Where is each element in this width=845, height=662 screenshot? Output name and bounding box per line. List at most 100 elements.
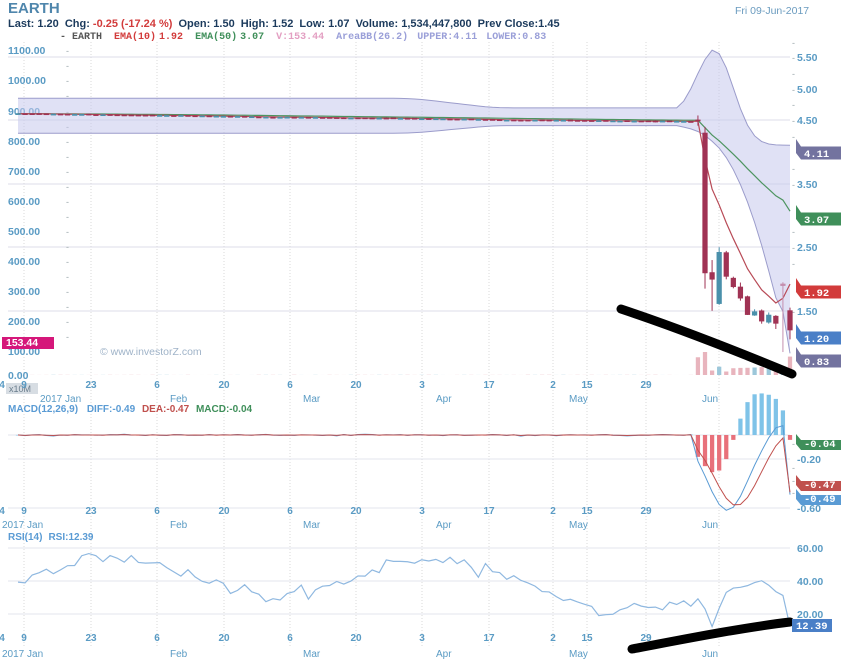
svg-text:3.07: 3.07 <box>804 215 829 227</box>
svg-text:-: - <box>66 287 69 297</box>
svg-text:2: 2 <box>550 506 556 517</box>
svg-text:Apr: Apr <box>436 394 452 405</box>
svg-text:-0.20: -0.20 <box>797 454 821 466</box>
svg-text:20: 20 <box>218 380 230 391</box>
svg-text:-: - <box>792 100 795 110</box>
svg-text:© www.investorZ.com: © www.investorZ.com <box>100 346 202 358</box>
svg-text:x10M: x10M <box>9 384 31 394</box>
svg-text:20: 20 <box>218 506 230 517</box>
svg-text:800.00: 800.00 <box>8 136 40 148</box>
svg-text:200.00: 200.00 <box>8 316 40 328</box>
svg-text:0.83: 0.83 <box>804 357 829 369</box>
svg-text:15: 15 <box>581 633 593 644</box>
svg-text:-0.49: -0.49 <box>804 494 836 506</box>
svg-text:2: 2 <box>550 633 556 644</box>
svg-text:29: 29 <box>640 506 652 517</box>
svg-text:20: 20 <box>350 380 362 391</box>
svg-text:1.20: 1.20 <box>804 334 829 346</box>
svg-text:-: - <box>66 152 69 162</box>
svg-text:3: 3 <box>419 380 425 391</box>
svg-text:60.00: 60.00 <box>797 543 823 555</box>
svg-text:3: 3 <box>419 633 425 644</box>
svg-text:300.00: 300.00 <box>8 286 40 298</box>
svg-text:6: 6 <box>287 380 293 391</box>
svg-text:400.00: 400.00 <box>8 256 40 268</box>
svg-text:-: - <box>792 53 795 63</box>
svg-text:-: - <box>66 302 69 312</box>
svg-text:29: 29 <box>640 380 652 391</box>
svg-text:-: - <box>792 463 795 473</box>
svg-text:9: 9 <box>21 380 27 391</box>
svg-text:6: 6 <box>154 380 160 391</box>
svg-text:-: - <box>792 164 795 174</box>
svg-text:-: - <box>66 272 69 282</box>
svg-text:2.50: 2.50 <box>797 242 818 254</box>
svg-text:6: 6 <box>287 506 293 517</box>
svg-text:-: - <box>792 69 795 79</box>
svg-text:20: 20 <box>350 633 362 644</box>
svg-text:EARTH: EARTH <box>8 0 60 17</box>
svg-text:12.39: 12.39 <box>796 621 828 633</box>
svg-text:1100.00: 1100.00 <box>8 45 46 57</box>
svg-text:4: 4 <box>0 633 5 644</box>
svg-text:-: - <box>792 243 795 253</box>
svg-text:-: - <box>792 116 795 126</box>
svg-text:Mar: Mar <box>303 649 321 660</box>
svg-text:4.50: 4.50 <box>797 115 818 127</box>
svg-text:17: 17 <box>483 380 495 391</box>
svg-text:-: - <box>792 180 795 190</box>
svg-text:-: - <box>66 242 69 252</box>
svg-text:6: 6 <box>287 633 293 644</box>
svg-text:3: 3 <box>419 506 425 517</box>
svg-text:RSI(14)RSI:12.39: RSI(14) RSI:12.39 <box>8 532 94 543</box>
svg-text:Last: 1.20 Chg: -0.25 (-17: Last: 1.20 Chg: -0.25 (-17.24 %) Open: 1… <box>8 18 560 30</box>
svg-text:-: - <box>66 137 69 147</box>
svg-text:Fri 09-Jun-2017: Fri 09-Jun-2017 <box>735 5 809 17</box>
svg-text:-0.04: -0.04 <box>804 439 836 451</box>
svg-text:700.00: 700.00 <box>8 166 40 178</box>
svg-text:-: - <box>792 227 795 237</box>
svg-text:-: - <box>66 317 69 327</box>
svg-text:5.00: 5.00 <box>797 84 818 96</box>
svg-text:-0.47: -0.47 <box>804 480 836 492</box>
svg-text:20: 20 <box>218 633 230 644</box>
svg-text:1000.00: 1000.00 <box>8 75 46 87</box>
svg-text:29: 29 <box>640 633 652 644</box>
svg-text:May: May <box>569 394 588 405</box>
svg-text:-: - <box>66 61 69 71</box>
svg-text:1.50: 1.50 <box>797 306 818 318</box>
svg-text:-: - <box>66 46 69 56</box>
svg-text:-: - <box>792 132 795 142</box>
svg-text:- EARTH EMA(10)1.92 EM: - EARTH EMA(10) 1.92 EMA(50) 3.07 V:153.44… <box>60 31 546 43</box>
svg-text:17: 17 <box>483 633 495 644</box>
svg-text:-: - <box>792 488 795 498</box>
svg-text:-: - <box>66 197 69 207</box>
svg-text:Feb: Feb <box>170 520 188 531</box>
svg-text:9: 9 <box>21 633 27 644</box>
svg-text:15: 15 <box>581 506 593 517</box>
svg-text:6: 6 <box>154 506 160 517</box>
svg-text:4.11: 4.11 <box>804 149 829 161</box>
svg-text:Jun: Jun <box>702 520 718 531</box>
svg-text:Apr: Apr <box>436 649 452 660</box>
svg-text:2: 2 <box>550 380 556 391</box>
svg-text:5.50: 5.50 <box>797 52 818 64</box>
svg-text:-: - <box>66 257 69 267</box>
svg-text:Jun: Jun <box>702 394 718 405</box>
svg-text:600.00: 600.00 <box>8 196 40 208</box>
svg-text:3.50: 3.50 <box>797 179 818 191</box>
svg-text:-: - <box>66 182 69 192</box>
svg-text:9: 9 <box>21 506 27 517</box>
svg-text:15: 15 <box>581 380 593 391</box>
svg-text:Feb: Feb <box>170 649 188 660</box>
svg-text:-: - <box>66 332 69 342</box>
svg-text:-: - <box>792 439 795 449</box>
svg-text:Mar: Mar <box>303 394 321 405</box>
svg-text:May: May <box>569 649 588 660</box>
svg-text:Jun: Jun <box>702 649 718 660</box>
svg-text:2017 Jan: 2017 Jan <box>2 649 43 660</box>
svg-text:6: 6 <box>154 633 160 644</box>
svg-text:20: 20 <box>350 506 362 517</box>
svg-text:-: - <box>66 167 69 177</box>
svg-text:-: - <box>792 38 795 48</box>
